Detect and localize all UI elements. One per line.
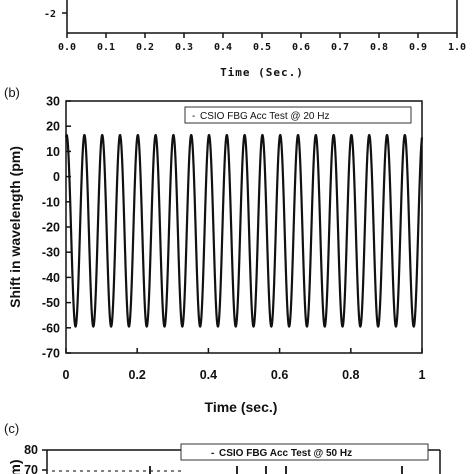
panel-c: (c) m) 80 70 - CSIO FBG Acc Test @ 50 Hz xyxy=(4,421,441,474)
panel-a-x-tick-label: 1.0 xyxy=(448,42,466,53)
panel-b-y-tick-label: 10 xyxy=(46,145,60,159)
panel-b-y-tick-label: 0 xyxy=(53,170,60,184)
panel-b-x-tick-label: 1 xyxy=(419,368,426,382)
panel-c-legend-prefix: - xyxy=(211,448,214,459)
panel-a-x-tick-label: 0.5 xyxy=(253,42,271,53)
panel-a-x-tick-label: 0.7 xyxy=(331,42,349,53)
panel-b-x-tick-label: 0 xyxy=(63,368,70,382)
panel-b-legend-entry: CSIO FBG Acc Test @ 20 Hz xyxy=(200,111,329,122)
panel-b-y-tick-label: -70 xyxy=(42,347,60,361)
panel-b-legend-box xyxy=(184,106,412,124)
panel-c-y-axis-label-fragment: m) xyxy=(7,459,23,474)
panel-b-y-ticks: 30 20 10 0 -10 -20 -30 -40 -50 -60 -70 xyxy=(42,95,71,361)
panel-c-series-fragment xyxy=(52,466,403,474)
panel-b-y-tick-label: 20 xyxy=(46,120,60,134)
panel-a-x-tick-label: 0.0 xyxy=(58,42,76,53)
panel-b-x-tick-label: 0.8 xyxy=(342,368,359,382)
panel-b-y-tick-label: -60 xyxy=(42,321,60,335)
panel-c-legend-entry: CSIO FBG Acc Test @ 50 Hz xyxy=(219,448,352,459)
panel-c-label: (c) xyxy=(4,421,19,436)
panel-b-x-tick-label: 0.6 xyxy=(271,368,288,382)
panel-b-y-tick-label: -30 xyxy=(42,246,60,260)
panel-b-y-tick-label: -20 xyxy=(42,221,60,235)
panel-b-y-tick-label: -50 xyxy=(42,296,60,310)
panel-c-y-tick-label-70: 70 xyxy=(24,463,38,474)
panel-b-x-tick-label: 0.2 xyxy=(129,368,146,382)
panel-a-x-ticks: 0.0 0.1 0.2 0.3 0.4 0.5 0.6 0.7 0.8 0.9 1.0 xyxy=(58,33,466,53)
panel-c-legend-box xyxy=(180,443,429,461)
panel-b-y-tick-label: 30 xyxy=(46,95,60,109)
panel-c-y-tick-label-80: 80 xyxy=(24,443,38,457)
panel-a-y-tick-label: -2 xyxy=(44,9,56,20)
panel-a-x-axis-label: Time (Sec.) xyxy=(220,66,304,79)
panel-b-y-tick-label: -40 xyxy=(42,271,60,285)
panel-c-legend: - CSIO FBG Acc Test @ 50 Hz xyxy=(180,443,429,461)
panel-a-x-tick-label: 0.4 xyxy=(214,42,232,53)
panel-b-y-tick-label: -10 xyxy=(42,195,60,209)
panel-b-x-tick-label: 0.4 xyxy=(200,368,217,382)
panel-a-x-tick-label: 0.8 xyxy=(370,42,388,53)
panel-a-x-tick-label: 0.3 xyxy=(175,42,193,53)
panel-a-x-tick-label: 0.6 xyxy=(292,42,310,53)
panel-b-x-ticks: 0 0.2 0.4 0.6 0.8 1 xyxy=(63,348,426,382)
panel-a-x-tick-label: 0.2 xyxy=(136,42,154,53)
panel-a: -2 0.0 0.1 0.2 0.3 0.4 0.5 0.6 0.7 0.8 0.9 1.0 Tim… xyxy=(44,0,466,79)
panel-b-legend-prefix: - xyxy=(192,111,195,122)
panel-b: (b) 30 20 10 0 -10 -20 -30 -40 -50 -60 -70 0 0.2 0.4… xyxy=(4,85,426,415)
panel-a-x-tick-label: 0.1 xyxy=(97,42,115,53)
panel-b-legend: - CSIO FBG Acc Test @ 20 Hz xyxy=(184,106,412,124)
panel-b-series-line xyxy=(64,133,424,328)
panel-a-x-tick-label: 0.9 xyxy=(409,42,427,53)
panel-b-label: (b) xyxy=(4,85,20,100)
panel-b-x-axis-label: Time (sec.) xyxy=(205,399,278,415)
panel-b-y-axis-label: Shift in wavelength (pm) xyxy=(7,146,23,308)
